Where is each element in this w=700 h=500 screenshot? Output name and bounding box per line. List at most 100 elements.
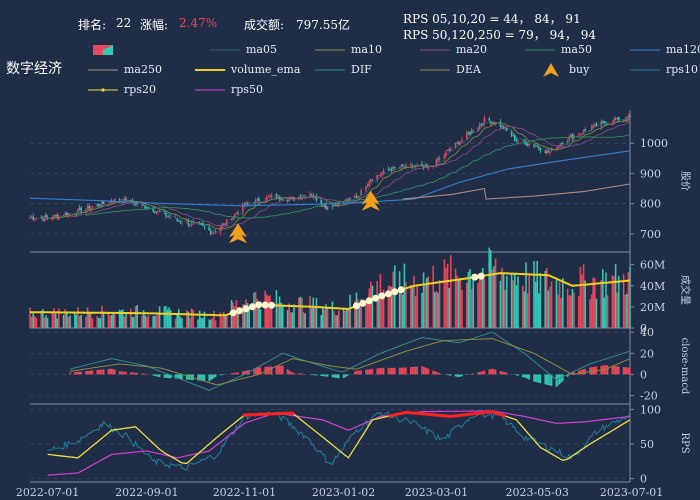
- volume-bar: [590, 294, 593, 328]
- volume-bar: [616, 292, 618, 328]
- candle-body: [309, 193, 311, 198]
- macd-histogram-bar: [168, 374, 170, 379]
- macd-histogram-bar: [410, 367, 412, 375]
- macd-histogram-bar: [202, 374, 204, 381]
- y-tick-label: 20M: [640, 301, 665, 314]
- volume-bar: [134, 306, 137, 328]
- volume-bar: [539, 273, 542, 328]
- candle-body: [118, 199, 121, 200]
- candle-body: [214, 231, 217, 233]
- volume-bar: [325, 304, 327, 328]
- volume-bar: [29, 307, 31, 328]
- volume-bar: [110, 315, 113, 328]
- macd-histogram-bar: [490, 369, 492, 375]
- volume-bar: [51, 311, 54, 328]
- volume-bar: [203, 311, 206, 328]
- candle-body: [155, 211, 158, 214]
- macd-histogram-bar: [258, 367, 260, 375]
- candle-body: [466, 133, 468, 140]
- y-tick-label: 900: [640, 167, 661, 180]
- volume-bar: [74, 311, 76, 328]
- macd-histogram-bar: [315, 374, 318, 376]
- volume-bar: [581, 274, 583, 328]
- buy-signal-marker: [361, 196, 380, 211]
- macd-histogram-bar: [626, 367, 628, 375]
- candle-body: [34, 218, 36, 220]
- volume-bar: [354, 301, 356, 328]
- volume-bar: [437, 292, 439, 328]
- volume-bar: [402, 294, 404, 328]
- volume-bar: [323, 309, 326, 328]
- candle-body: [54, 215, 57, 217]
- turnover-label: 成交额:: [244, 18, 285, 32]
- volume-bar: [355, 292, 358, 328]
- macd-histogram-bar: [400, 367, 402, 375]
- volume-bar: [550, 281, 553, 328]
- macd-histogram-bar: [581, 369, 583, 375]
- volume-bar: [146, 317, 148, 328]
- volume-bar: [450, 255, 452, 328]
- volume-bar: [187, 311, 190, 328]
- macd-histogram-bar: [627, 367, 630, 375]
- macd-histogram-bar: [187, 374, 190, 380]
- rps-axis-label: RPS: [679, 432, 690, 453]
- legend-buy-marker: [543, 63, 559, 77]
- macd-histogram-bar: [454, 374, 457, 377]
- candle-body: [622, 119, 625, 122]
- volume-bar: [344, 310, 346, 328]
- volume-bar: [600, 280, 602, 328]
- volume-bar: [322, 307, 324, 328]
- volume-bar: [603, 297, 606, 328]
- macd-histogram-bar: [112, 369, 114, 375]
- volume-bar: [482, 267, 484, 328]
- macd-histogram-bar: [560, 374, 562, 383]
- macd-histogram-bar: [69, 372, 71, 375]
- macd-histogram-bar: [522, 374, 524, 378]
- y-tick-label: 1000: [640, 137, 668, 150]
- candle-body: [526, 144, 529, 146]
- macd-histogram-bar: [466, 374, 468, 376]
- candle-body: [278, 195, 281, 199]
- candle-body: [123, 198, 126, 204]
- change-label: 涨幅:: [140, 18, 169, 32]
- macd-histogram-bar: [298, 373, 300, 375]
- candle-body: [168, 215, 170, 217]
- candle-body: [112, 201, 114, 203]
- candle-body: [347, 198, 350, 203]
- candle-body: [234, 213, 236, 218]
- candle-body: [546, 150, 548, 154]
- candle-body: [114, 198, 116, 203]
- macd-histogram-bar: [448, 374, 450, 376]
- volume-bar: [58, 308, 60, 328]
- volume-bar: [96, 315, 98, 328]
- volume-bar: [198, 310, 201, 328]
- volume-bar: [131, 316, 134, 328]
- macd-histogram-bar: [354, 371, 356, 375]
- volume-bar: [445, 267, 447, 328]
- volume-bar: [53, 308, 55, 328]
- candle-body: [435, 159, 438, 166]
- volume-bar: [237, 307, 239, 328]
- candle-body: [448, 149, 450, 151]
- candle-body: [222, 223, 225, 225]
- macd-histogram-bar: [338, 374, 340, 379]
- macd-histogram-bar: [477, 372, 479, 375]
- candle-body: [64, 213, 66, 216]
- macd-histogram-bar: [232, 373, 234, 375]
- macd-histogram-bar: [546, 374, 548, 385]
- volume-bar: [416, 285, 418, 328]
- change-value: 2.47%: [179, 16, 218, 30]
- volume-bar: [533, 261, 535, 328]
- volume-bar: [133, 317, 135, 328]
- macd-histogram-bar: [320, 374, 322, 376]
- y-tick-label: 20: [640, 347, 654, 360]
- volume-bar: [502, 272, 505, 328]
- candle-body: [470, 130, 473, 135]
- candle-body: [365, 186, 367, 191]
- macd-histogram-bar: [493, 369, 495, 375]
- macd-histogram-bar: [131, 372, 134, 375]
- candle-body: [456, 142, 458, 144]
- volume-surge-dot: [268, 301, 276, 309]
- candle-body: [454, 142, 457, 149]
- macd-histogram-bar: [275, 366, 278, 375]
